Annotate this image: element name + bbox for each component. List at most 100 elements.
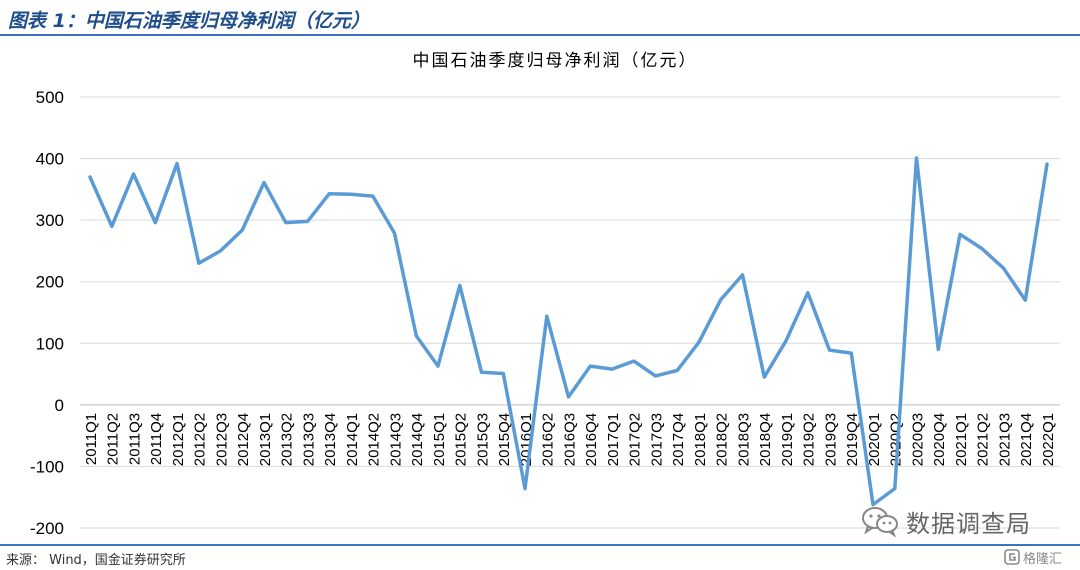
x-tick-label: 2020Q4	[931, 413, 948, 466]
x-tick-label: 2015Q4	[496, 413, 513, 466]
data-point	[414, 334, 418, 338]
x-tick-label: 2012Q1	[170, 413, 187, 466]
data-point	[893, 487, 897, 491]
chart-area: 中国石油季度归母净利润（亿元） -200 -100 0 100 200 300 400 500…	[0, 38, 1080, 544]
data-point	[1002, 266, 1005, 270]
x-tick-label: 2018Q2	[714, 413, 731, 466]
data-point	[610, 367, 614, 371]
x-tick-label: 2014Q3	[388, 413, 405, 466]
data-point	[588, 364, 592, 368]
data-point	[88, 175, 92, 179]
x-tick-label: 2017Q3	[649, 413, 666, 466]
y-tick-label: 500	[36, 88, 64, 107]
data-point	[871, 503, 875, 507]
series-line-group	[88, 156, 1049, 507]
x-tick-label: 2018Q3	[736, 413, 753, 466]
x-tick-label: 2022Q1	[1040, 413, 1057, 466]
data-point	[393, 231, 396, 235]
data-point	[697, 340, 701, 344]
y-tick-label: -100	[30, 457, 64, 476]
x-tick-label: 2019Q2	[801, 413, 818, 466]
x-tick-label: 2013Q4	[322, 413, 339, 466]
x-tick-label: 2017Q1	[605, 413, 622, 466]
x-tick-label: 2017Q2	[627, 413, 644, 466]
data-point	[175, 161, 179, 165]
wechat-icon	[862, 507, 898, 537]
data-point	[849, 351, 853, 355]
data-point	[980, 246, 984, 250]
data-point	[675, 368, 679, 372]
x-tick-label: 2012Q4	[235, 413, 252, 466]
x-tick-label: 2016Q4	[583, 413, 600, 466]
data-point	[632, 359, 636, 363]
data-point	[1023, 298, 1027, 302]
data-point	[284, 221, 288, 225]
x-tick-label: 2018Q4	[757, 413, 774, 466]
data-point	[110, 224, 114, 228]
data-point	[371, 194, 375, 198]
x-tick-label: 2015Q2	[453, 413, 470, 466]
brand-mark: 格隆汇	[1004, 547, 1062, 567]
x-tick-label: 2014Q2	[366, 413, 383, 466]
data-point	[915, 156, 918, 160]
x-tick-label: 2011Q2	[105, 413, 122, 465]
x-tick-label: 2020Q3	[910, 413, 927, 466]
y-tick-label: 200	[36, 273, 64, 292]
data-point	[458, 283, 462, 287]
x-tick-label: 2011Q3	[127, 413, 144, 465]
x-tick-label: 2016Q2	[540, 413, 557, 466]
x-tick-label: 2020Q1	[866, 413, 883, 466]
source-note: 来源： Wind，国金证券研究所	[6, 553, 186, 568]
grid-lines	[80, 96, 1060, 529]
data-point	[501, 371, 505, 375]
x-tick-label: 2016Q3	[562, 413, 579, 466]
x-tick-label: 2014Q4	[409, 413, 426, 466]
y-tick-label: 0	[55, 396, 64, 415]
watermark: 数据调查局	[860, 503, 1060, 539]
x-tick-label: 2018Q1	[692, 413, 709, 466]
data-point	[306, 219, 309, 223]
x-tick-label: 2019Q3	[823, 413, 840, 466]
figure-header: 图表 1：中国石油季度归母净利润（亿元）	[0, 0, 1080, 36]
line-chart: 中国石油季度归母净利润（亿元） -200 -100 0 100 200 300 400 500…	[30, 51, 1060, 538]
x-tick-label: 2021Q2	[975, 413, 992, 466]
y-axis-tick-labels: -200 -100 0 100 200 300 400 500	[30, 88, 64, 538]
data-point	[762, 375, 766, 379]
y-tick-label: -200	[30, 519, 64, 538]
watermark-text: 数据调查局	[906, 509, 1031, 538]
x-tick-label: 2015Q3	[475, 413, 492, 466]
x-axis-tick-labels: 2011Q1 2011Q2 2011Q3 2011Q4 2012Q1 2012Q2 2012…	[83, 413, 1057, 466]
x-tick-label: 2012Q3	[214, 413, 231, 466]
brand-text: 格隆汇	[1023, 551, 1063, 567]
figure-header-label: 图表 1：中国石油季度归母净利润（亿元）	[8, 10, 370, 32]
y-tick-label: 300	[36, 211, 64, 230]
data-point	[567, 395, 570, 399]
data-point	[219, 249, 222, 253]
y-tick-label: 100	[36, 334, 64, 353]
x-tick-label: 2013Q2	[279, 413, 296, 466]
data-point	[197, 261, 201, 265]
x-tick-label: 2014Q1	[344, 413, 361, 466]
data-point	[523, 487, 527, 491]
data-point	[262, 181, 266, 185]
x-tick-label: 2021Q1	[953, 413, 970, 466]
chart-title: 中国石油季度归母净利润（亿元）	[413, 51, 698, 71]
data-point	[436, 364, 440, 368]
data-point	[327, 192, 331, 196]
data-point	[741, 273, 744, 277]
x-tick-label: 2019Q1	[779, 413, 796, 466]
y-tick-label: 400	[36, 150, 64, 169]
x-tick-label: 2011Q4	[148, 413, 165, 465]
data-point	[719, 298, 723, 302]
data-point	[828, 348, 831, 352]
x-tick-label: 2013Q3	[301, 413, 318, 466]
x-tick-label: 2019Q4	[844, 413, 861, 466]
data-point	[545, 314, 549, 318]
data-point	[654, 374, 657, 378]
x-tick-label: 2011Q1	[83, 413, 100, 465]
x-tick-label: 2013Q1	[257, 413, 274, 466]
data-point	[480, 370, 483, 374]
x-tick-label: 2015Q1	[431, 413, 448, 466]
footer-rule	[0, 544, 1080, 546]
data-point	[132, 172, 135, 176]
